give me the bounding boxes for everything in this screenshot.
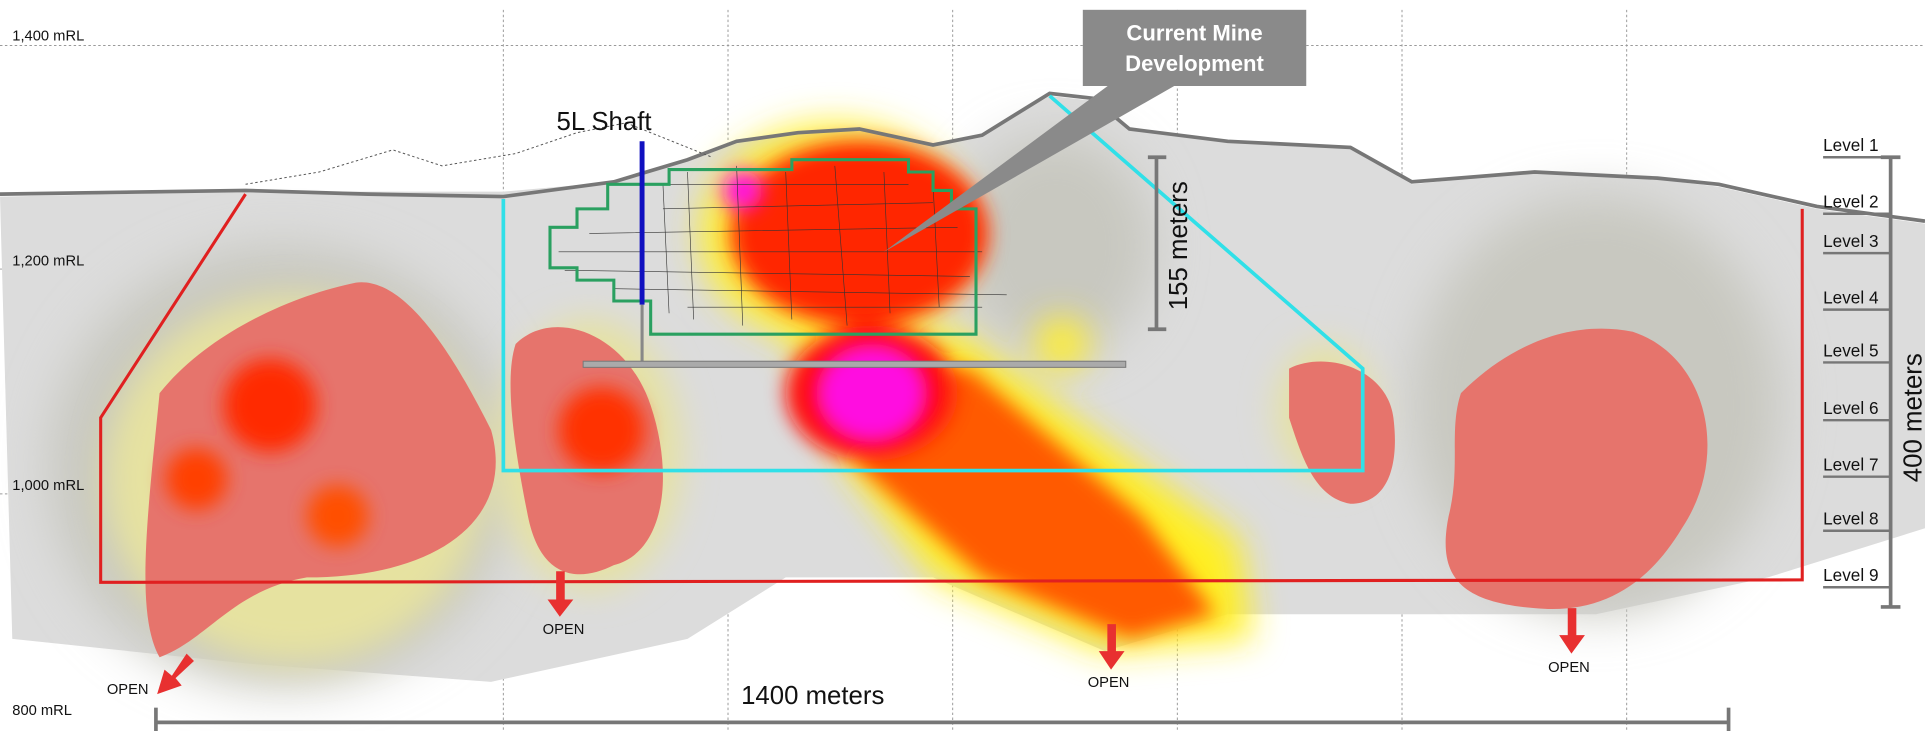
strike-bar xyxy=(154,707,1731,731)
heat-peak xyxy=(723,170,927,443)
heat-salmon xyxy=(145,282,1708,658)
topography-old xyxy=(245,122,713,185)
heat-core xyxy=(165,141,1216,639)
open-label: OPEN xyxy=(107,682,149,698)
total-depth-label: 400 meters xyxy=(1899,353,1925,482)
elevation-label: 800 mRL xyxy=(12,703,72,719)
open-label: OPEN xyxy=(1088,675,1130,691)
level-label: Level 9 xyxy=(1823,565,1878,585)
depth-label: 155 meters xyxy=(1165,181,1193,310)
callout-text: Current Mine xyxy=(1126,21,1262,46)
open-label: OPEN xyxy=(1548,660,1590,676)
topography xyxy=(0,91,1925,223)
strike-label: 1400 meters xyxy=(741,682,884,710)
level-label: Level 3 xyxy=(1823,231,1878,251)
elevation-label: 1,000 mRL xyxy=(12,478,84,494)
callout-box xyxy=(1082,9,1307,87)
level-label: Level 6 xyxy=(1823,398,1878,418)
level-label: Level 7 xyxy=(1823,455,1878,475)
resource-outline xyxy=(99,193,1804,584)
open-label: OPEN xyxy=(543,622,585,638)
shaft-label: 5L Shaft xyxy=(556,108,651,136)
level-label: Level 4 xyxy=(1823,287,1879,307)
elevation-label: 1,400 mRL xyxy=(12,29,84,45)
callout-text: Development xyxy=(1125,51,1264,76)
levels: Level 1 Level 2 Level 3 Level 4 Level 5 Level… xyxy=(1823,135,1891,589)
drive xyxy=(582,360,1127,368)
target-outline xyxy=(501,94,1365,473)
open-arrows xyxy=(157,571,1585,695)
elevation-label: 1,200 mRL xyxy=(12,253,84,269)
depth-bracket xyxy=(1147,155,1167,332)
level-label: Level 5 xyxy=(1823,340,1878,360)
level-label: Level 2 xyxy=(1823,192,1878,212)
mine-workings xyxy=(558,165,1007,326)
level-label: Level 8 xyxy=(1823,509,1878,529)
level-label: Level 1 xyxy=(1823,135,1878,155)
development-outline xyxy=(548,158,978,336)
